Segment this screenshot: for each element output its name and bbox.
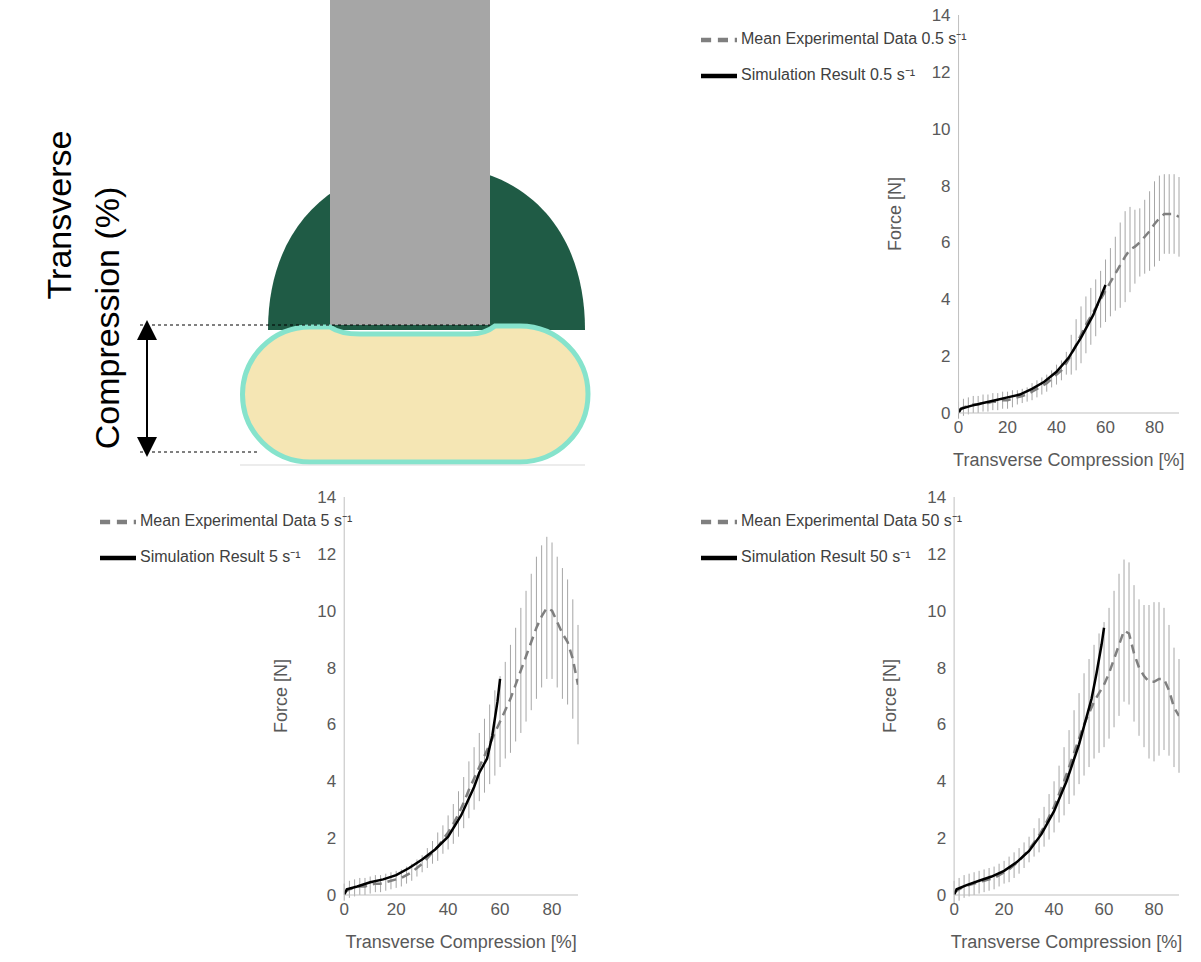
svg-text:80: 80 (543, 900, 562, 919)
html-text:Mean Experimental Data 5 s⁻¹: Mean Experimental Data 5 s⁻¹ (140, 512, 353, 530)
svg-text:0: 0 (941, 404, 950, 423)
svg-text:Transverse: Transverse (40, 131, 78, 300)
svg-text:0: 0 (339, 900, 348, 919)
html-text:Mean Experimental Data 0.5 s⁻¹: Mean Experimental Data 0.5 s⁻¹ (741, 30, 967, 48)
svg-text:12: 12 (317, 545, 336, 564)
svg-text:60: 60 (491, 900, 510, 919)
svg-text:10: 10 (927, 602, 946, 621)
svg-text:60: 60 (1095, 900, 1114, 919)
svg-text:6: 6 (941, 233, 950, 252)
svg-text:10: 10 (317, 602, 336, 621)
svg-text:4: 4 (937, 772, 946, 791)
svg-text:80: 80 (1145, 900, 1164, 919)
svg-text:0: 0 (949, 900, 958, 919)
svg-text:6: 6 (327, 715, 336, 734)
svg-text:40: 40 (1047, 418, 1066, 437)
svg-text:60: 60 (1096, 418, 1115, 437)
svg-text:12: 12 (927, 545, 946, 564)
svg-text:14: 14 (317, 488, 336, 507)
svg-text:20: 20 (998, 418, 1017, 437)
svg-text:Transverse Compression [%]: Transverse Compression [%] (345, 932, 576, 952)
svg-text:14: 14 (927, 488, 946, 507)
svg-text:6: 6 (937, 715, 946, 734)
svg-text:8: 8 (937, 659, 946, 678)
svg-text:80: 80 (1145, 418, 1164, 437)
html-text:Simulation Result 50 s⁻¹: Simulation Result 50 s⁻¹ (741, 548, 911, 566)
svg-text:2: 2 (941, 347, 950, 366)
svg-text:40: 40 (439, 900, 458, 919)
svg-text:12: 12 (932, 63, 951, 82)
svg-text:Force [N]: Force [N] (885, 177, 905, 251)
svg-text:Force [N]: Force [N] (880, 659, 900, 733)
svg-text:20: 20 (995, 900, 1014, 919)
svg-text:Force [N]: Force [N] (271, 659, 291, 733)
html-text:Simulation Result 5 s⁻¹: Simulation Result 5 s⁻¹ (140, 548, 301, 566)
svg-text:2: 2 (937, 829, 946, 848)
svg-text:4: 4 (327, 772, 336, 791)
svg-text:0: 0 (937, 886, 946, 905)
svg-text:Transverse Compression [%]: Transverse Compression [%] (951, 932, 1182, 952)
svg-text:4: 4 (941, 290, 950, 309)
svg-text:8: 8 (941, 177, 950, 196)
svg-text:40: 40 (1045, 900, 1064, 919)
html-text:Simulation Result 0.5 s⁻¹: Simulation Result 0.5 s⁻¹ (741, 66, 915, 84)
html-text:Mean Experimental Data 50 s⁻¹: Mean Experimental Data 50 s⁻¹ (741, 512, 963, 530)
svg-text:0: 0 (954, 418, 963, 437)
svg-text:2: 2 (327, 829, 336, 848)
svg-text:14: 14 (932, 6, 951, 25)
svg-text:20: 20 (387, 900, 406, 919)
svg-text:Transverse Compression [%]: Transverse Compression [%] (953, 450, 1184, 470)
svg-text:8: 8 (327, 659, 336, 678)
svg-text:10: 10 (932, 120, 951, 139)
svg-text:Compression (%): Compression (%) (88, 187, 126, 450)
svg-text:0: 0 (327, 886, 336, 905)
